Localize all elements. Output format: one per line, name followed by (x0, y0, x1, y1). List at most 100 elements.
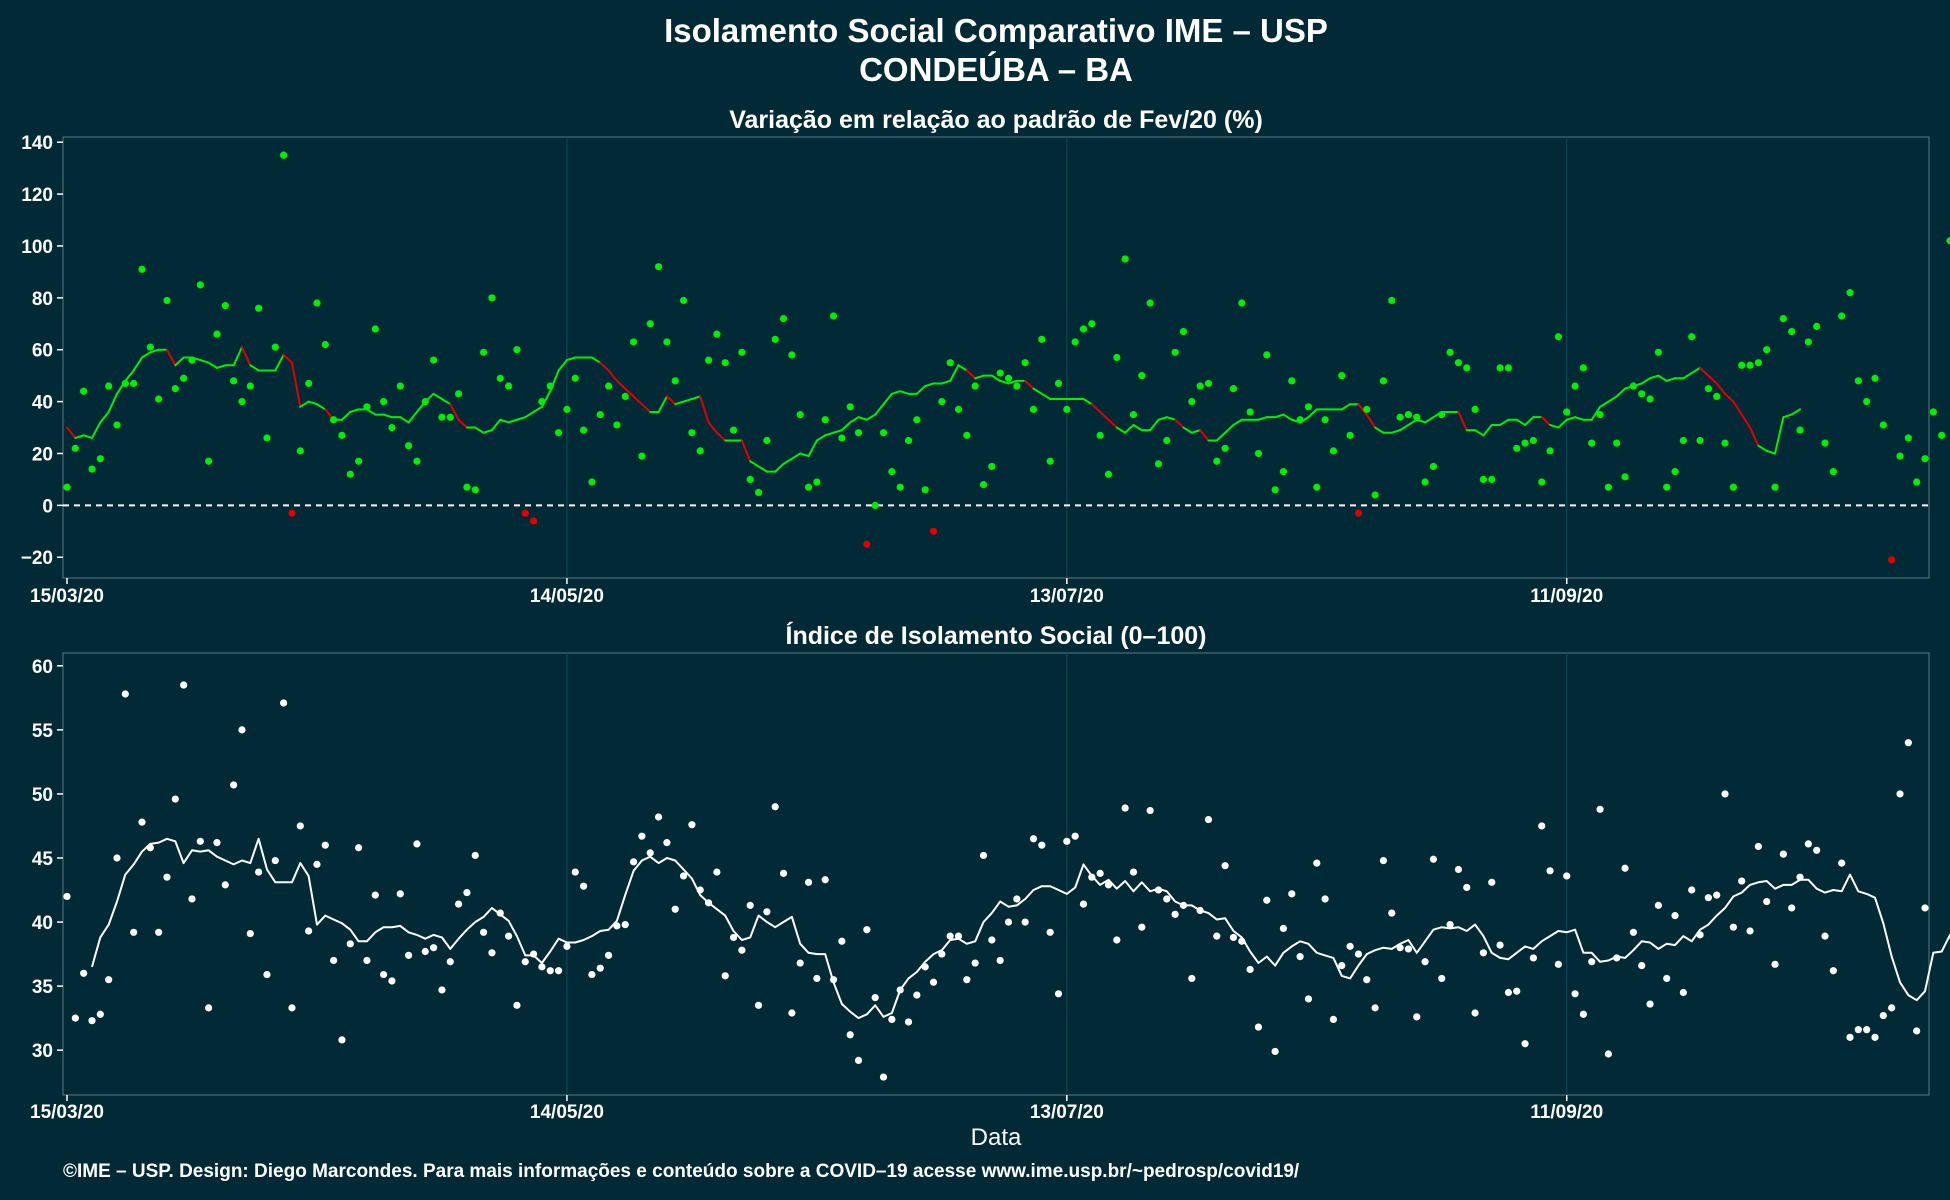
data-point (821, 416, 829, 424)
data-point (946, 359, 954, 367)
data-point (1379, 856, 1388, 865)
moving-average-segment (524, 410, 535, 419)
moving-average-segment (924, 382, 935, 388)
moving-average-segment (1640, 377, 1652, 385)
data-point (688, 429, 696, 437)
moving-average-segment (1132, 423, 1143, 432)
data-point (721, 972, 729, 980)
data-point (779, 869, 788, 877)
data-point (88, 465, 96, 473)
data-point (1496, 941, 1504, 949)
data-point (971, 382, 979, 390)
data-point (1346, 942, 1354, 950)
moving-average-segment (607, 369, 618, 382)
data-point (1471, 405, 1479, 413)
data-point (888, 468, 896, 476)
data-point (1571, 382, 1579, 390)
data-point (488, 949, 496, 957)
data-point (263, 434, 271, 442)
data-point (846, 403, 854, 411)
moving-average-segment (665, 395, 677, 406)
data-point (863, 926, 871, 934)
moving-average-segment (232, 346, 243, 367)
data-point (1613, 954, 1621, 962)
moving-average-segment (757, 465, 768, 473)
y-tick-label: 40 (32, 393, 53, 414)
y-tick-label: 0 (42, 496, 53, 517)
data-point (330, 416, 338, 424)
data-point (1554, 333, 1562, 341)
data-point (1488, 475, 1496, 484)
data-point (346, 470, 354, 478)
moving-average-segment (1649, 374, 1660, 380)
moving-average-segment (1115, 426, 1127, 434)
data-point (296, 447, 304, 455)
data-point (405, 442, 413, 450)
data-point (1371, 1004, 1379, 1012)
data-point (280, 151, 288, 159)
data-point (238, 398, 246, 406)
data-point (1538, 478, 1546, 486)
data-point (346, 940, 354, 948)
data-point (196, 281, 204, 289)
data-point (1746, 361, 1754, 369)
data-point (1038, 335, 1046, 343)
moving-average-segment (1524, 416, 1535, 426)
data-point (1138, 923, 1146, 931)
moving-average-segment (66, 426, 77, 439)
data-point (521, 509, 529, 517)
data-point (1688, 886, 1696, 894)
data-point (1446, 348, 1454, 356)
data-point (1504, 988, 1513, 997)
moving-average-segment (1732, 400, 1743, 416)
data-point (904, 436, 913, 445)
data-point (1604, 483, 1612, 491)
data-point (1079, 900, 1088, 908)
data-point (255, 304, 263, 312)
moving-average-segment (440, 398, 452, 406)
data-point (121, 379, 129, 388)
data-point (1129, 410, 1138, 419)
moving-average-segment (315, 403, 327, 411)
data-point (1804, 338, 1812, 346)
data-point (1296, 416, 1304, 424)
moving-average-segment (82, 434, 93, 439)
moving-average-segment (1232, 418, 1243, 426)
data-point (255, 868, 263, 876)
data-point (355, 457, 363, 465)
data-point (988, 936, 996, 944)
data-point (221, 881, 229, 889)
moving-average-segment (740, 439, 752, 463)
data-point (479, 928, 488, 936)
data-point (113, 854, 121, 862)
index-chart-title: Índice de Isolamento Social (0–100) (786, 621, 1207, 650)
data-point (713, 330, 721, 338)
data-point (355, 844, 363, 852)
moving-average-segment (707, 421, 718, 434)
data-point (205, 457, 213, 465)
data-point (1604, 1050, 1612, 1058)
data-point (946, 932, 954, 940)
data-point (1404, 410, 1413, 419)
data-point (1021, 918, 1029, 926)
data-point (688, 821, 696, 829)
data-point (1238, 299, 1246, 307)
data-point (71, 1014, 79, 1022)
data-point (1088, 320, 1096, 328)
moving-average-segment (1224, 423, 1235, 434)
data-point (188, 356, 196, 364)
moving-average-segment (340, 410, 352, 421)
variation-moving-average (66, 346, 1802, 473)
data-point (971, 959, 979, 967)
moving-average-segment (815, 434, 827, 442)
moving-average-segment (490, 418, 502, 432)
data-point (1713, 891, 1721, 899)
data-point (1121, 255, 1129, 263)
data-point (1788, 327, 1796, 336)
moving-average-segment (899, 390, 910, 395)
moving-average-segment (1407, 418, 1418, 426)
data-point (380, 970, 388, 979)
moving-average-segment (807, 439, 818, 458)
moving-average-segment (1774, 416, 1785, 455)
data-point (1304, 995, 1313, 1003)
